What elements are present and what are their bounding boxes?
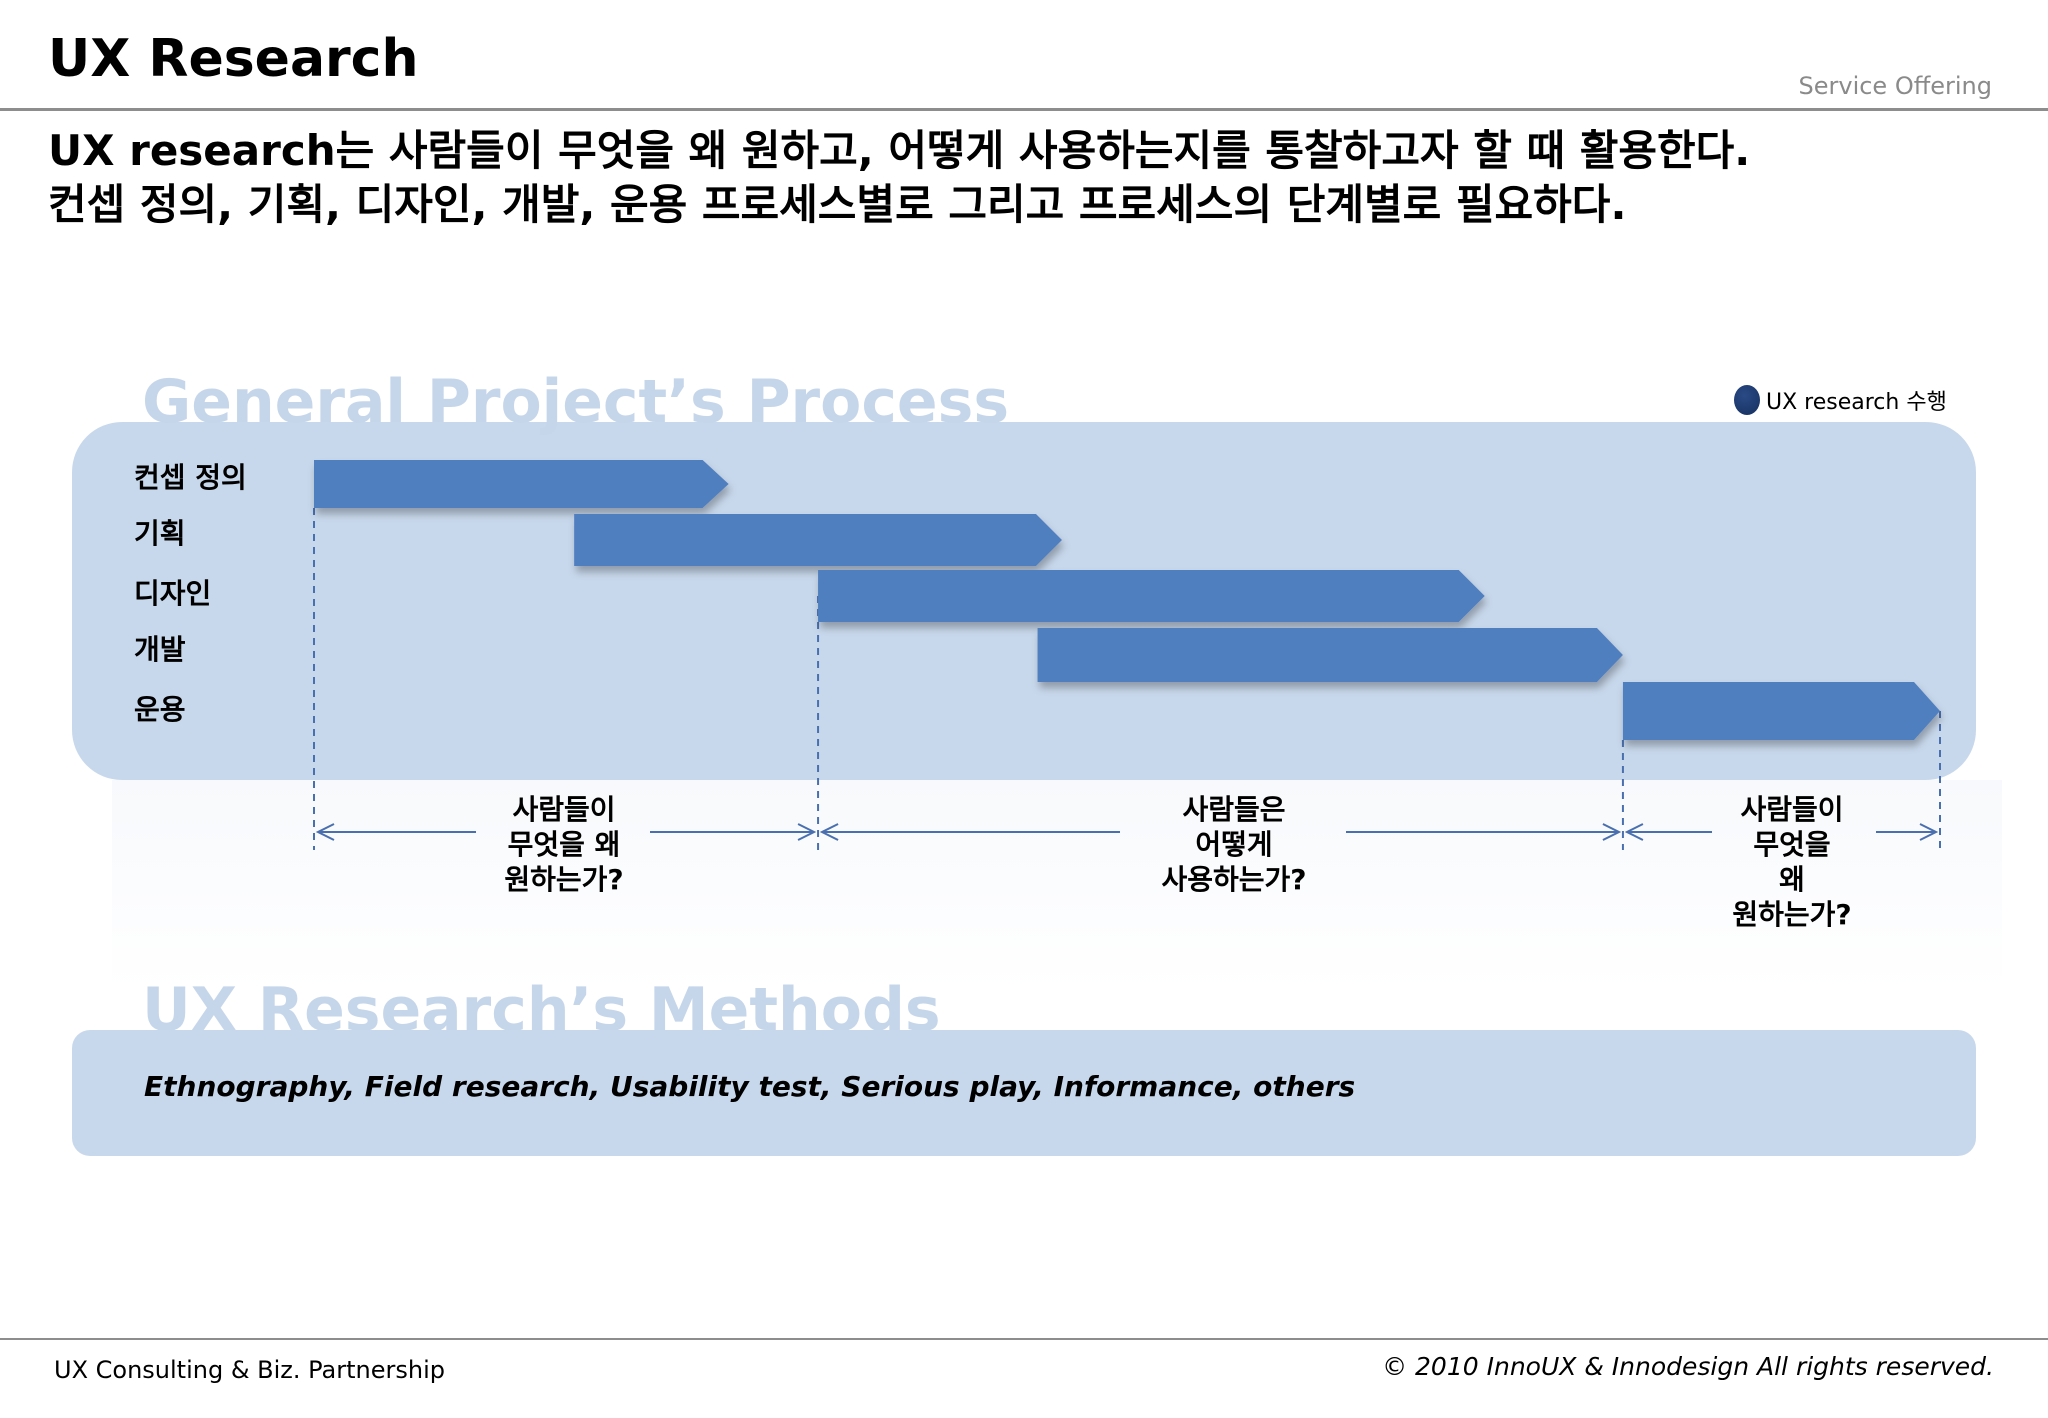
question-line: 사용하는가? <box>1161 863 1307 896</box>
phase-label-operation: 운용 <box>134 693 186 726</box>
background-band <box>112 780 2002 990</box>
headline-line-1: UX research는 사람들이 무엇을 왜 원하고, 어떻게 사용하는지를 … <box>48 126 1751 175</box>
methods-list: Ethnography, Field research, Usability t… <box>144 1070 1356 1103</box>
question-line: 어떻게 <box>1195 828 1273 861</box>
phase-label-concept: 컨셉 정의 <box>134 461 247 494</box>
legend-label: UX research 수행 <box>1766 390 1947 415</box>
question-line: 사람들이 <box>512 793 616 826</box>
header-rule <box>0 108 2048 111</box>
question-line: 사람들이 <box>1740 793 1844 826</box>
section-tag: Service Offering <box>1798 72 1993 100</box>
process-panel <box>72 422 1976 780</box>
question-line: 원하는가? <box>1732 898 1852 931</box>
question-how-use: 사람들은 어떻게 사용하는가? <box>1120 792 1348 897</box>
footer-company: UX Consulting & Biz. Partnership <box>54 1356 445 1384</box>
question-line: 왜 <box>1779 863 1805 896</box>
footer-rule <box>0 1338 2048 1340</box>
legend: UX research 수행 <box>1734 384 1947 416</box>
headline: UX research는 사람들이 무엇을 왜 원하고, 어떻게 사용하는지를 … <box>48 124 2008 232</box>
footer-copyright: © 2010 InnoUX & Innodesign All rights re… <box>1382 1352 1994 1381</box>
question-what-why: 사람들이 무엇을 왜 원하는가? <box>462 792 666 897</box>
phase-label-design: 디자인 <box>134 577 212 610</box>
headline-line-2: 컨셉 정의, 기획, 디자인, 개발, 운용 프로세스별로 그리고 프로세스의 … <box>48 180 1627 229</box>
page-title: UX Research <box>48 29 419 89</box>
question-line: 원하는가? <box>504 863 624 896</box>
phase-label-development: 개발 <box>134 633 186 666</box>
question-line: 무엇을 <box>1753 828 1831 861</box>
question-line: 무엇을 왜 <box>507 828 621 861</box>
question-line: 사람들은 <box>1182 793 1286 826</box>
question-what-why-operation: 사람들이 무엇을 왜 원하는가? <box>1710 792 1874 932</box>
process-title: General Project’s Process <box>142 367 1010 437</box>
phase-label-planning: 기획 <box>134 517 186 550</box>
methods-panel <box>72 1030 1976 1156</box>
ux-research-dot-icon <box>1734 385 1760 415</box>
